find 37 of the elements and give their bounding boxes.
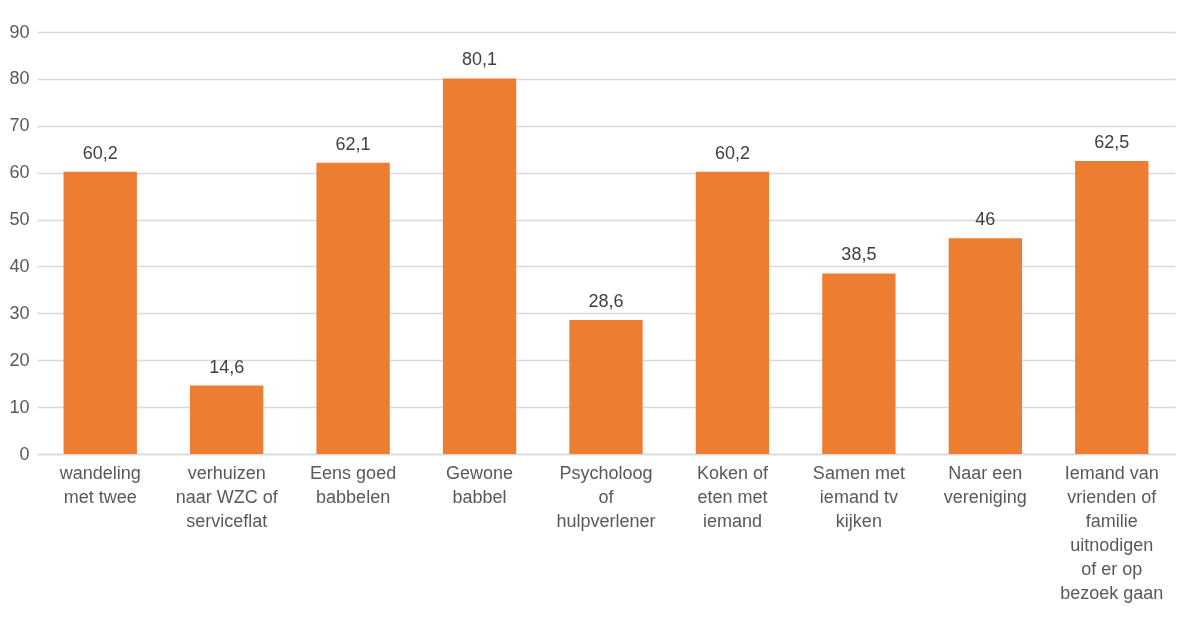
x-tick-label: Koken of eten met iemand — [696, 462, 769, 531]
y-tick-label: 30 — [9, 302, 30, 323]
x-tick-label: Psycholoog of hulpverlener — [556, 462, 656, 531]
data-label: 62,5 — [1094, 131, 1130, 152]
data-label: 46 — [975, 209, 996, 230]
x-tick-label: Eens goed babbelen — [310, 462, 397, 507]
data-label: 62,1 — [335, 133, 371, 154]
x-tick-label: wandeling met twee — [58, 462, 141, 507]
y-tick-label: 20 — [9, 349, 30, 370]
x-tick-label: verhuizen naar WZC of serviceflat — [175, 462, 279, 531]
y-tick-label: 70 — [9, 115, 30, 136]
data-label: 14,6 — [209, 356, 245, 377]
data-label: 60,2 — [82, 142, 118, 163]
bar — [442, 78, 517, 454]
y-tick-label: 0 — [19, 443, 30, 464]
data-label: 28,6 — [588, 290, 624, 311]
x-tick-label: Samen met iemand tv kijken — [812, 462, 905, 531]
bar — [316, 162, 390, 454]
y-tick-label: 40 — [9, 255, 30, 276]
y-tick-label: 80 — [9, 68, 30, 89]
bar — [822, 273, 896, 454]
y-tick-label: 60 — [9, 162, 30, 183]
data-label: 60,2 — [714, 142, 750, 163]
y-tick-label: 90 — [9, 21, 30, 42]
x-tick-label: Gewone babbel — [446, 462, 514, 507]
data-label: 80,1 — [462, 49, 498, 70]
x-tick-label: Iemand van vrienden of familie uitnodigen of er op bezoek gaan — [1060, 462, 1164, 603]
data-label: 38,5 — [841, 244, 877, 265]
bar — [190, 385, 264, 454]
y-tick-label: 50 — [9, 209, 30, 230]
bar — [569, 319, 643, 454]
bar — [63, 171, 137, 454]
bar — [695, 171, 770, 454]
y-tick-label: 10 — [9, 396, 30, 417]
x-tick-label: Naar een vereniging — [943, 462, 1027, 507]
bar — [948, 238, 1022, 454]
bar — [1075, 160, 1149, 454]
